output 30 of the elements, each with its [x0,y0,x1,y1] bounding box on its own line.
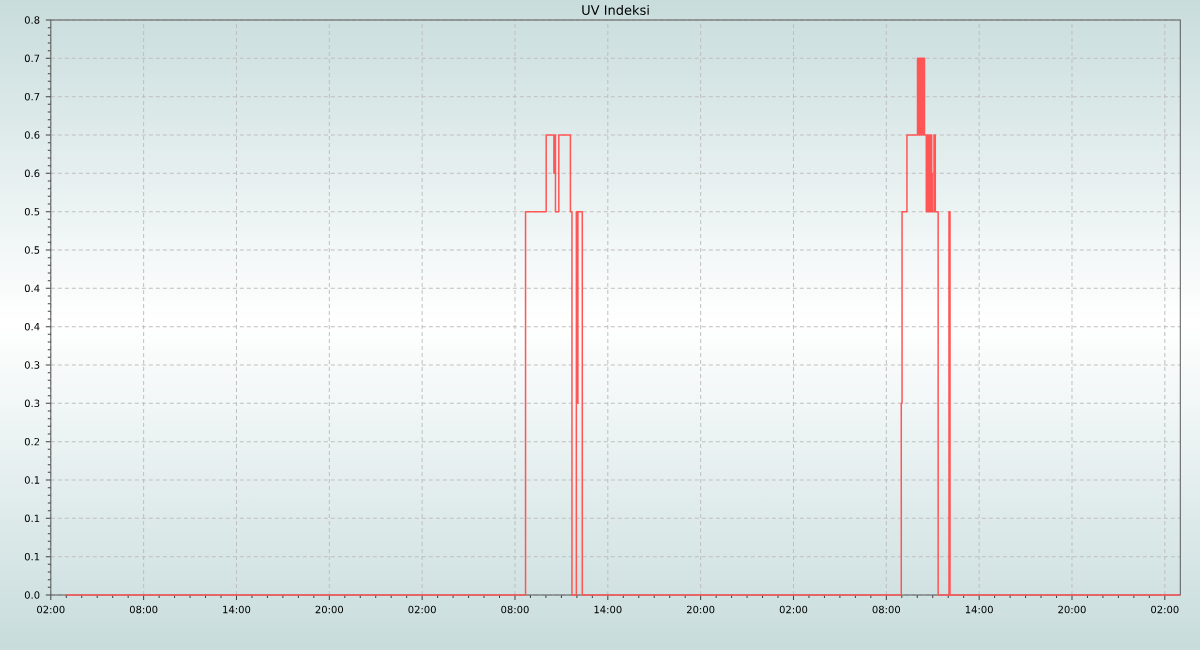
y-tick-label: 0.6 [24,131,40,139]
x-tick-label: 14:00 [594,605,622,614]
chart-title: UV Indeksi [582,4,649,15]
y-tick-label: 0.3 [24,399,40,408]
y-tick-label: 0.0 [24,591,40,599]
y-tick-label: 0.6 [24,169,40,178]
x-tick-label: 08:00 [872,605,901,614]
x-tick-label: 02:00 [1151,605,1179,614]
y-tick-label: 0.4 [24,322,40,331]
x-tick-label: 08:00 [129,605,158,614]
x-tick-label: 20:00 [1058,605,1086,614]
y-tick-label: 0.7 [24,54,40,63]
y-tick-label: 0.5 [24,207,40,216]
y-tick-label: 0.2 [24,437,40,446]
y-tick-label: 0.3 [24,361,40,369]
x-tick-label: 02:00 [779,605,808,614]
y-tick-label: 0.5 [24,246,40,254]
x-tick-label: 02:00 [408,605,436,614]
y-tick-label: 0.8 [24,16,40,24]
x-tick-label: 20:00 [315,605,344,614]
y-tick-label: 0.7 [24,92,40,101]
x-tick-label: 08:00 [501,605,529,614]
y-tick-label: 0.4 [24,284,40,293]
x-tick-label: 14:00 [965,605,993,614]
x-tick-label: 02:00 [37,605,65,614]
y-tick-label: 0.1 [24,476,40,484]
x-tick-label: 20:00 [686,605,715,614]
y-tick-label: 0.1 [24,514,40,523]
y-tick-label: 0.1 [24,552,40,561]
x-tick-label: 14:00 [223,605,251,614]
